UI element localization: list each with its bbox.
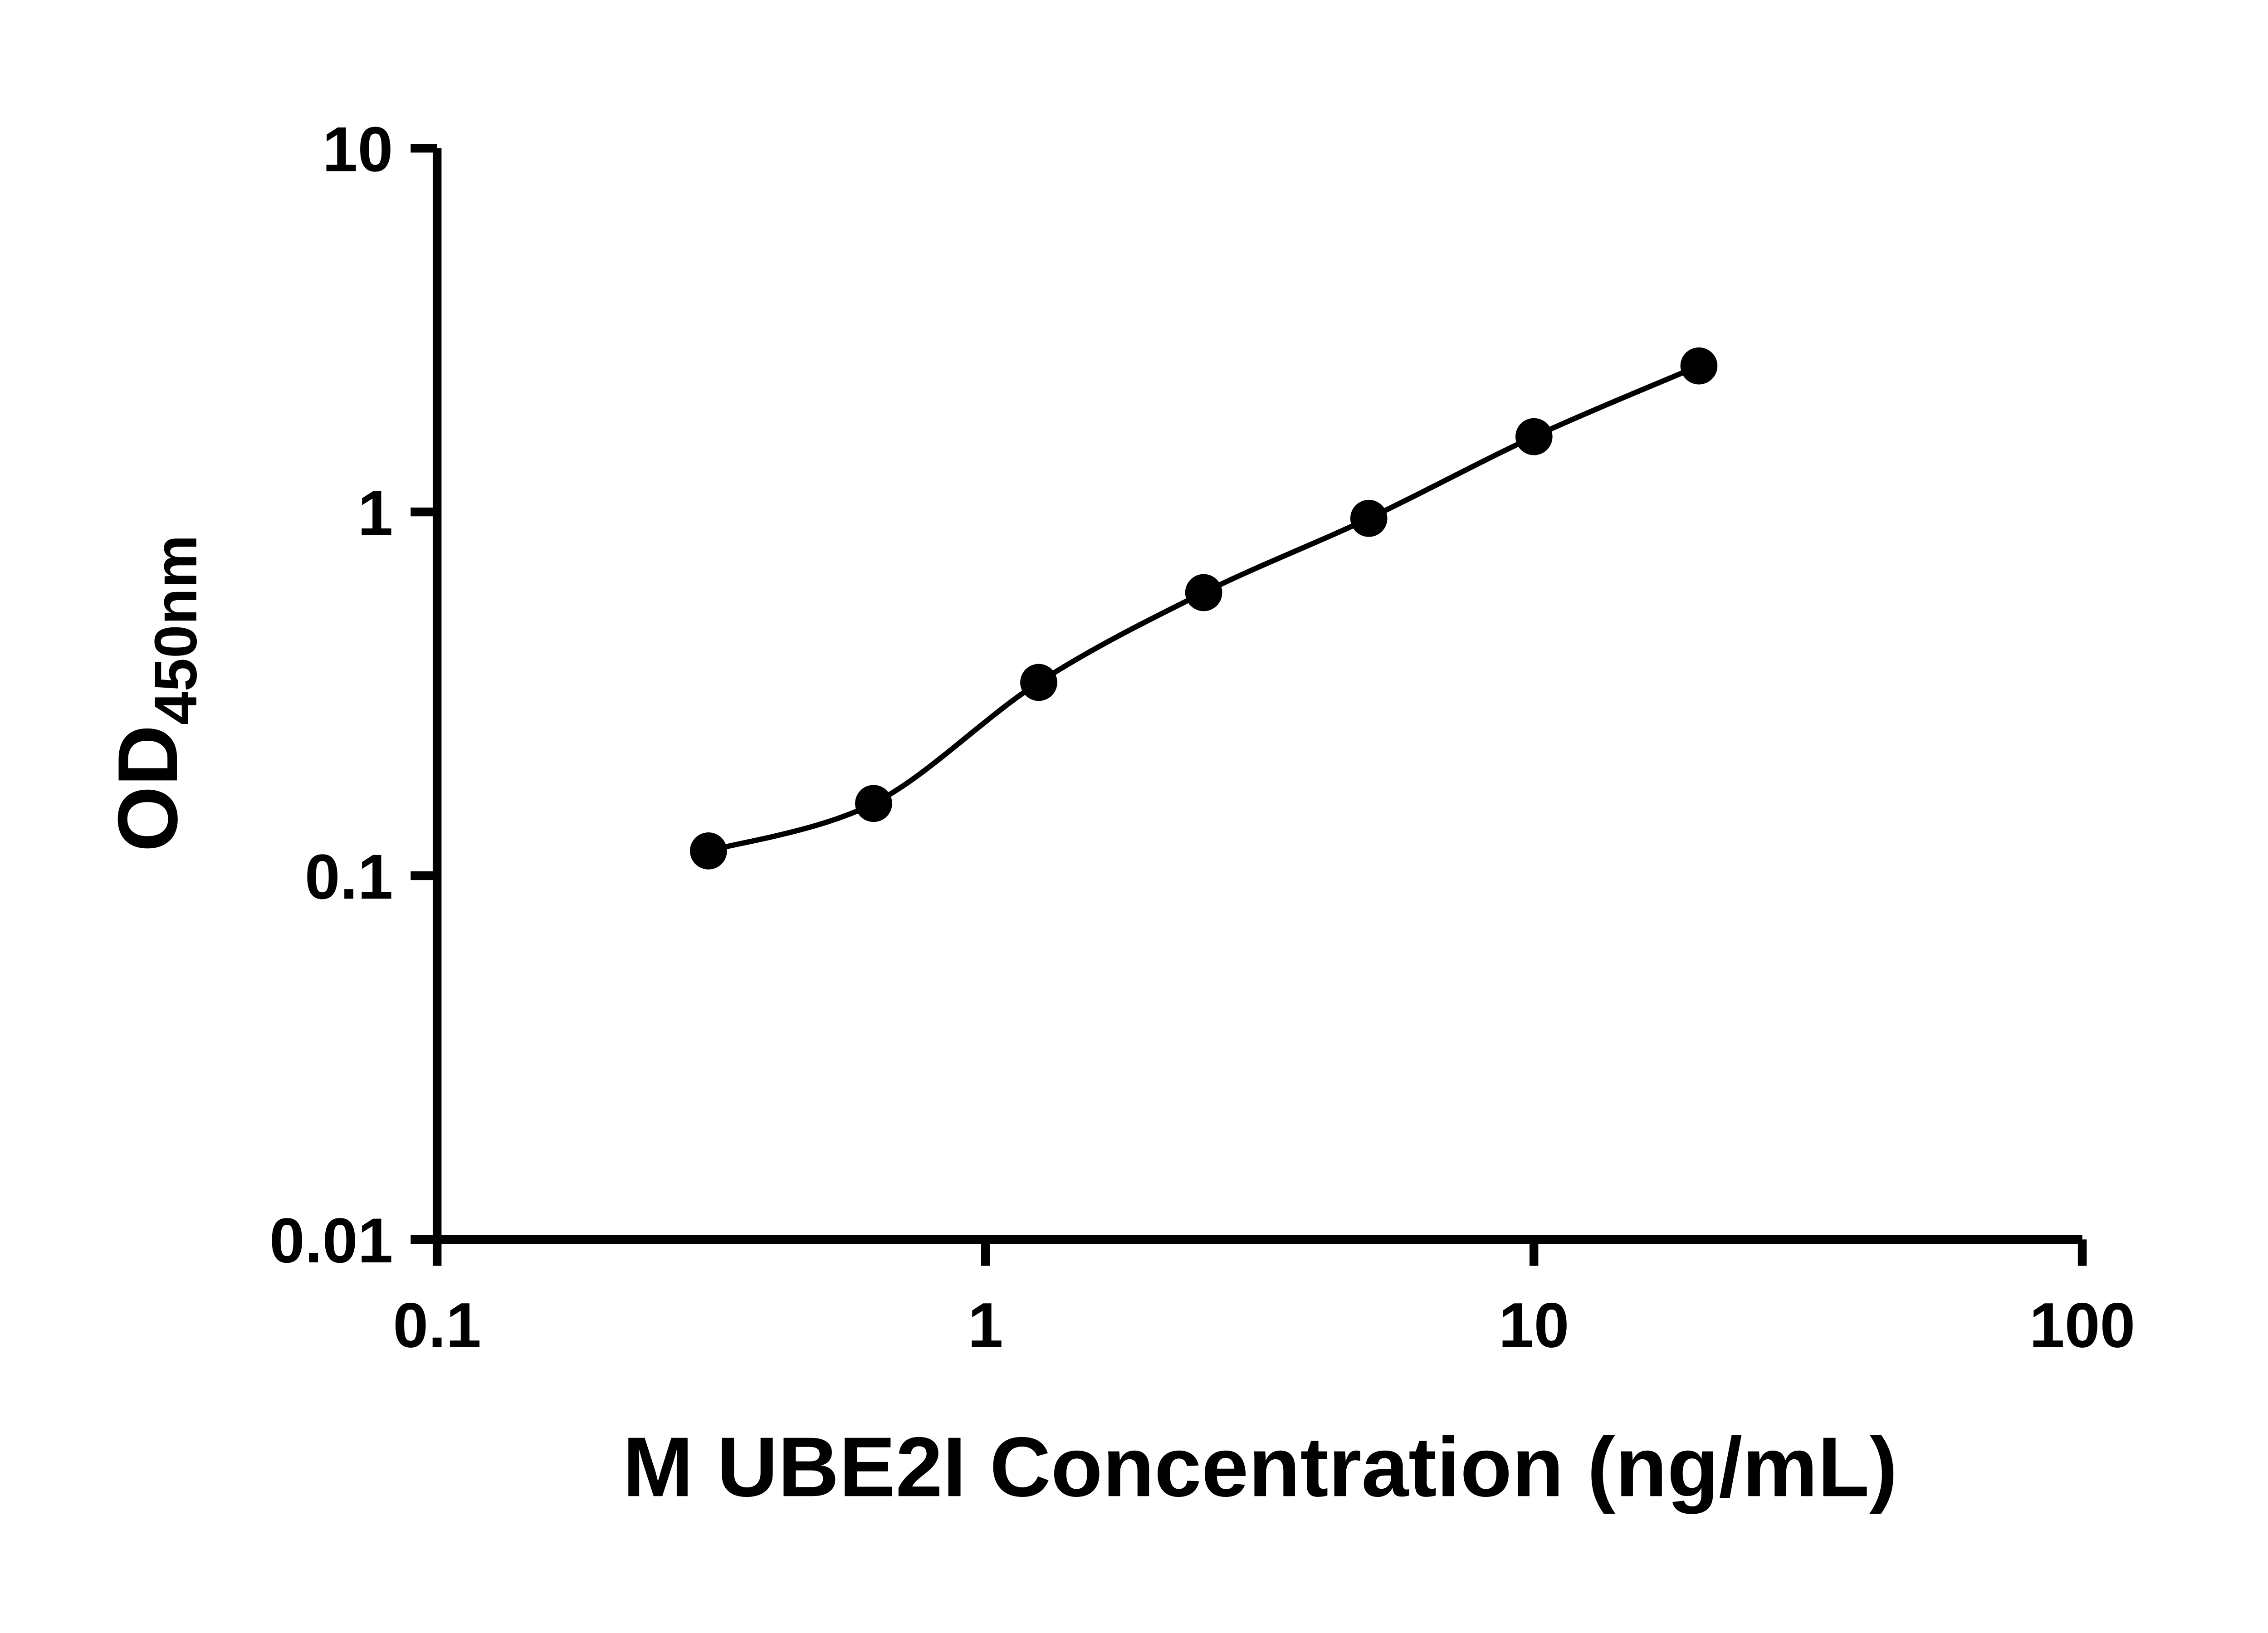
y-tick-label: 0.1 — [305, 841, 393, 912]
y-axis-title-main: OD — [100, 725, 195, 852]
data-point — [1350, 499, 1388, 537]
data-point — [1185, 574, 1222, 611]
data-point — [855, 785, 892, 822]
x-axis-title: M UBE2I Concentration (ng/mL) — [623, 1419, 1898, 1514]
y-tick-label: 0.01 — [269, 1205, 393, 1276]
x-tick-label: 0.1 — [393, 1290, 481, 1361]
y-tick-label: 1 — [358, 477, 393, 548]
data-point — [1680, 347, 1718, 385]
y-axis-title-sub: 450nm — [142, 535, 210, 725]
data-point — [1020, 664, 1057, 701]
data-point — [1515, 418, 1553, 455]
data-point — [690, 832, 727, 870]
x-tick-label: 10 — [1499, 1290, 1569, 1361]
x-tick-label: 100 — [2029, 1290, 2136, 1361]
x-tick-label: 1 — [968, 1290, 1003, 1361]
standard-curve-figure: 0.01 0.1 1 10 0.1 1 10 100 M UBE2I Concentratio… — [100, 113, 2136, 1515]
y-axis-title: OD450nm — [100, 535, 210, 852]
y-tick-label: 10 — [323, 113, 393, 185]
